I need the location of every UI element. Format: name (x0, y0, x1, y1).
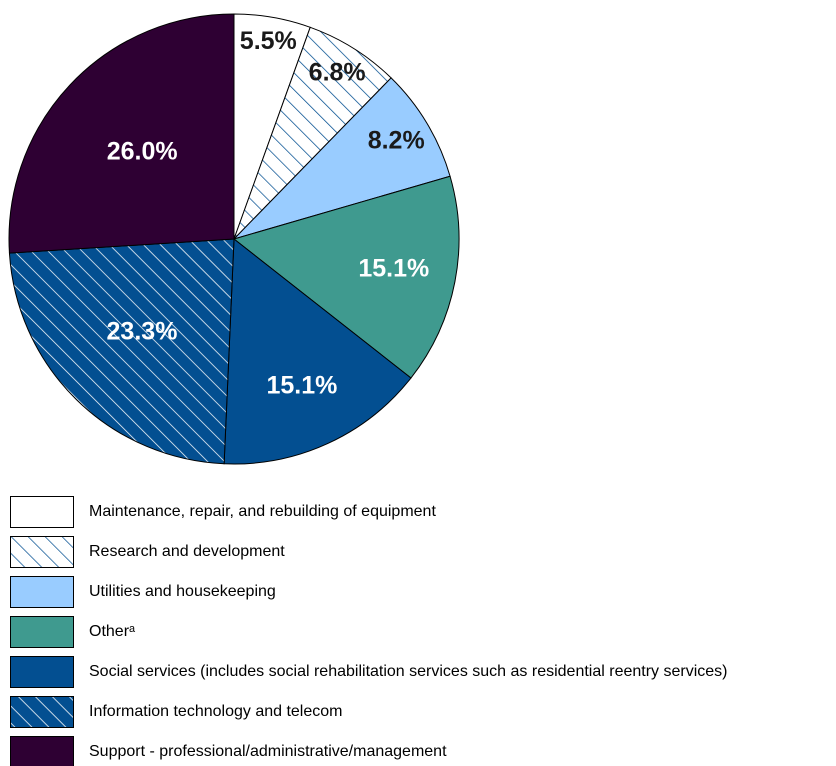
legend-swatch (10, 696, 74, 728)
pie-slice (8, 13, 235, 254)
legend-label: Utilities and housekeeping (89, 583, 276, 600)
legend-label: Otherᵃ (89, 623, 136, 640)
legend-label: Support - professional/administrative/ma… (89, 743, 447, 760)
slice-label: 26.0% (107, 137, 178, 165)
slice-label: 15.1% (358, 255, 429, 283)
slice-label: 8.2% (368, 126, 425, 154)
slice-label: 23.3% (107, 317, 178, 345)
legend-label: Maintenance, repair, and rebuilding of e… (89, 503, 436, 520)
pie-slice (232, 175, 460, 379)
legend-label: Social services (includes social rehabil… (89, 663, 727, 680)
legend-swatch (10, 736, 74, 766)
pie-slice (232, 77, 451, 241)
legend-swatch (10, 536, 74, 568)
legend-label: Information technology and telecom (89, 703, 342, 720)
legend-swatch (10, 496, 74, 528)
legend-swatch (10, 616, 74, 648)
legend-label: Research and development (89, 543, 285, 560)
slice-label: 15.1% (266, 372, 337, 400)
pie-slice (8, 238, 235, 465)
pie-slice (223, 238, 412, 465)
legend-swatch (10, 656, 74, 688)
legend-swatch (10, 576, 74, 608)
slice-label: 6.8% (309, 59, 366, 87)
slice-label: 5.5% (240, 27, 297, 55)
